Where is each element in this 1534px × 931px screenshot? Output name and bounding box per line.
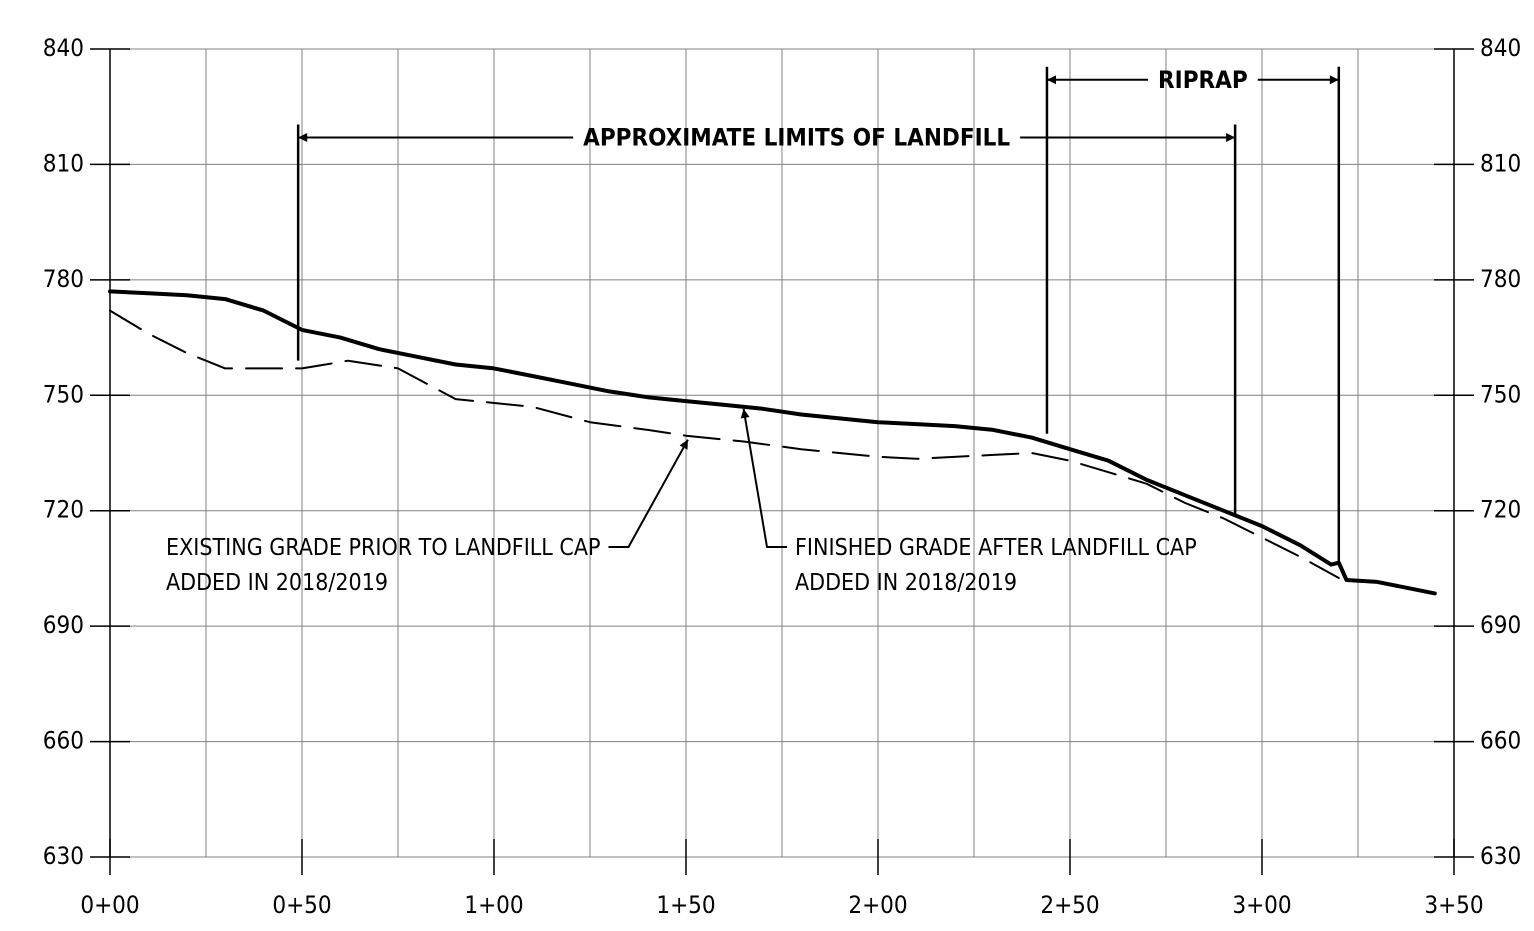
y-tick-label-right: 630 <box>1480 842 1521 870</box>
existing-grade-leader <box>608 439 689 548</box>
riprap-label: RIPRAP <box>1158 66 1248 94</box>
landfill-limits-label: APPROXIMATE LIMITS OF LANDFILL <box>583 123 1010 151</box>
existing-grade-label-line1: EXISTING GRADE PRIOR TO LANDFILL CAP <box>166 535 600 561</box>
x-tick-label: 3+50 <box>1424 891 1483 919</box>
existing-grade-label-line2: ADDED IN 2018/2019 <box>166 570 388 596</box>
x-tick-label: 0+50 <box>272 891 331 919</box>
y-tick-label-left: 750 <box>43 380 84 408</box>
x-tick-label: 1+50 <box>656 891 715 919</box>
finished-grade-callout: FINISHED GRADE AFTER LANDFILL CAP ADDED … <box>740 408 1197 596</box>
existing-grade-callout: EXISTING GRADE PRIOR TO LANDFILL CAP ADD… <box>166 439 689 596</box>
y-tick-label-left: 630 <box>43 842 84 870</box>
y-tick-label-left: 660 <box>43 727 84 755</box>
y-tick-label-left: 720 <box>43 496 84 524</box>
y-tick-label-right: 750 <box>1480 380 1521 408</box>
landfill-limits-dimension: APPROXIMATE LIMITS OF LANDFILL <box>296 123 1237 517</box>
y-tick-label-right: 810 <box>1480 149 1521 177</box>
riprap-dimension: RIPRAP <box>1045 66 1341 563</box>
x-tick-label: 1+00 <box>464 891 523 919</box>
y-tick-label-left: 810 <box>43 149 84 177</box>
y-tick-label-right: 690 <box>1480 611 1521 639</box>
x-tick-label: 2+50 <box>1040 891 1099 919</box>
x-tick-label: 3+00 <box>1232 891 1291 919</box>
y-tick-label-right: 720 <box>1480 496 1521 524</box>
axes: 840 840 810 810 780 780 750 750 720 720 690 690 660 6… <box>43 34 1521 919</box>
finished-grade-label-line1: FINISHED GRADE AFTER LANDFILL CAP <box>795 535 1197 561</box>
y-tick-label-left: 780 <box>43 265 84 293</box>
y-tick-label-right: 780 <box>1480 265 1521 293</box>
existing-grade-line <box>109 309 1340 579</box>
finished-grade-line <box>108 289 1437 596</box>
y-tick-label-right: 840 <box>1480 34 1521 62</box>
series <box>108 289 1437 596</box>
x-tick-label: 0+00 <box>80 891 139 919</box>
finished-grade-label-line2: ADDED IN 2018/2019 <box>795 570 1017 596</box>
finished-grade-leader <box>740 408 787 548</box>
y-tick-label-left: 840 <box>43 34 84 62</box>
x-tick-label: 2+00 <box>848 891 907 919</box>
grid <box>109 48 1455 858</box>
y-tick-label-left: 690 <box>43 611 84 639</box>
y-tick-label-right: 660 <box>1480 727 1521 755</box>
